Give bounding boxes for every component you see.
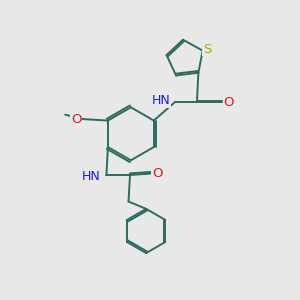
Text: O: O bbox=[152, 167, 162, 180]
Text: S: S bbox=[203, 43, 211, 56]
Text: HN: HN bbox=[152, 94, 170, 107]
Text: O: O bbox=[71, 112, 82, 126]
Text: O: O bbox=[223, 96, 234, 109]
Text: HN: HN bbox=[82, 170, 100, 183]
